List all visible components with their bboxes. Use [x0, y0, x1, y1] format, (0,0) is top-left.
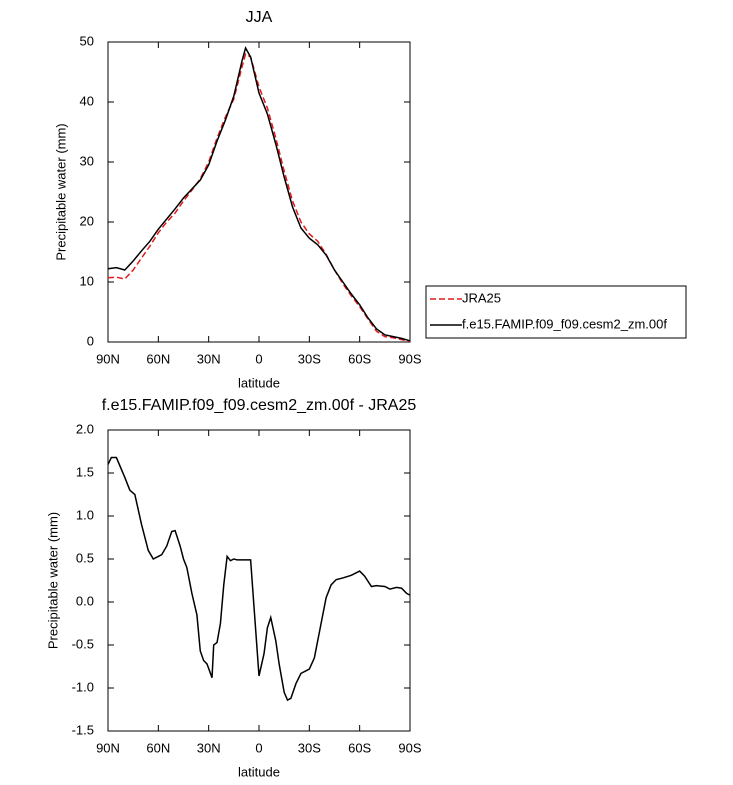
y-tick-label: -0.5 [72, 636, 94, 651]
y-tick-label: 0.0 [76, 593, 94, 608]
x-tick-label: 60N [146, 351, 170, 366]
x-tick-label: 30N [197, 740, 221, 755]
y-tick-label: 20 [80, 213, 94, 228]
y-tick-label: 50 [80, 33, 94, 48]
y-tick-label: -1.0 [72, 679, 94, 694]
y-tick-label: 1.0 [76, 507, 94, 522]
chart-title: JJA [246, 9, 273, 26]
legend-label: f.e15.FAMIP.f09_f09.cesm2_zm.00f [462, 316, 667, 331]
y-tick-label: 0.5 [76, 550, 94, 565]
data-line [107, 52, 411, 343]
y-tick-label: -1.5 [72, 722, 94, 737]
x-tick-label: 30S [298, 351, 321, 366]
legend-label: JRA25 [462, 290, 501, 305]
y-tick-label: 2.0 [76, 421, 94, 436]
x-tick-label: 90N [96, 351, 120, 366]
x-tick-label: 90N [96, 740, 120, 755]
y-tick-label: 10 [80, 273, 94, 288]
x-tick-label: 90S [398, 740, 421, 755]
y-tick-label: 1.5 [76, 464, 94, 479]
x-tick-label: 0 [255, 740, 262, 755]
legend-box [425, 285, 687, 339]
x-tick-label: 30S [298, 740, 321, 755]
y-tick-label: 40 [80, 93, 94, 108]
y-tick-label: 0 [87, 333, 94, 348]
data-line [107, 46, 411, 342]
x-tick-label: 60S [348, 351, 371, 366]
x-tick-label: 30N [197, 351, 221, 366]
x-tick-label: 0 [255, 351, 262, 366]
x-axis-label: latitude [238, 764, 280, 779]
y-axis-label: Precipitable water (mm) [53, 123, 68, 260]
chart-title: f.e15.FAMIP.f09_f09.cesm2_zm.00f - JRA25 [102, 397, 417, 414]
y-axis-label: Precipitable water (mm) [45, 512, 60, 649]
x-axis-label: latitude [238, 375, 280, 390]
plot-frame [107, 429, 411, 732]
x-tick-label: 90S [398, 351, 421, 366]
y-tick-label: 30 [80, 153, 94, 168]
data-line [107, 456, 411, 702]
plot-frame [107, 41, 411, 343]
x-tick-label: 60S [348, 740, 371, 755]
x-tick-label: 60N [146, 740, 170, 755]
